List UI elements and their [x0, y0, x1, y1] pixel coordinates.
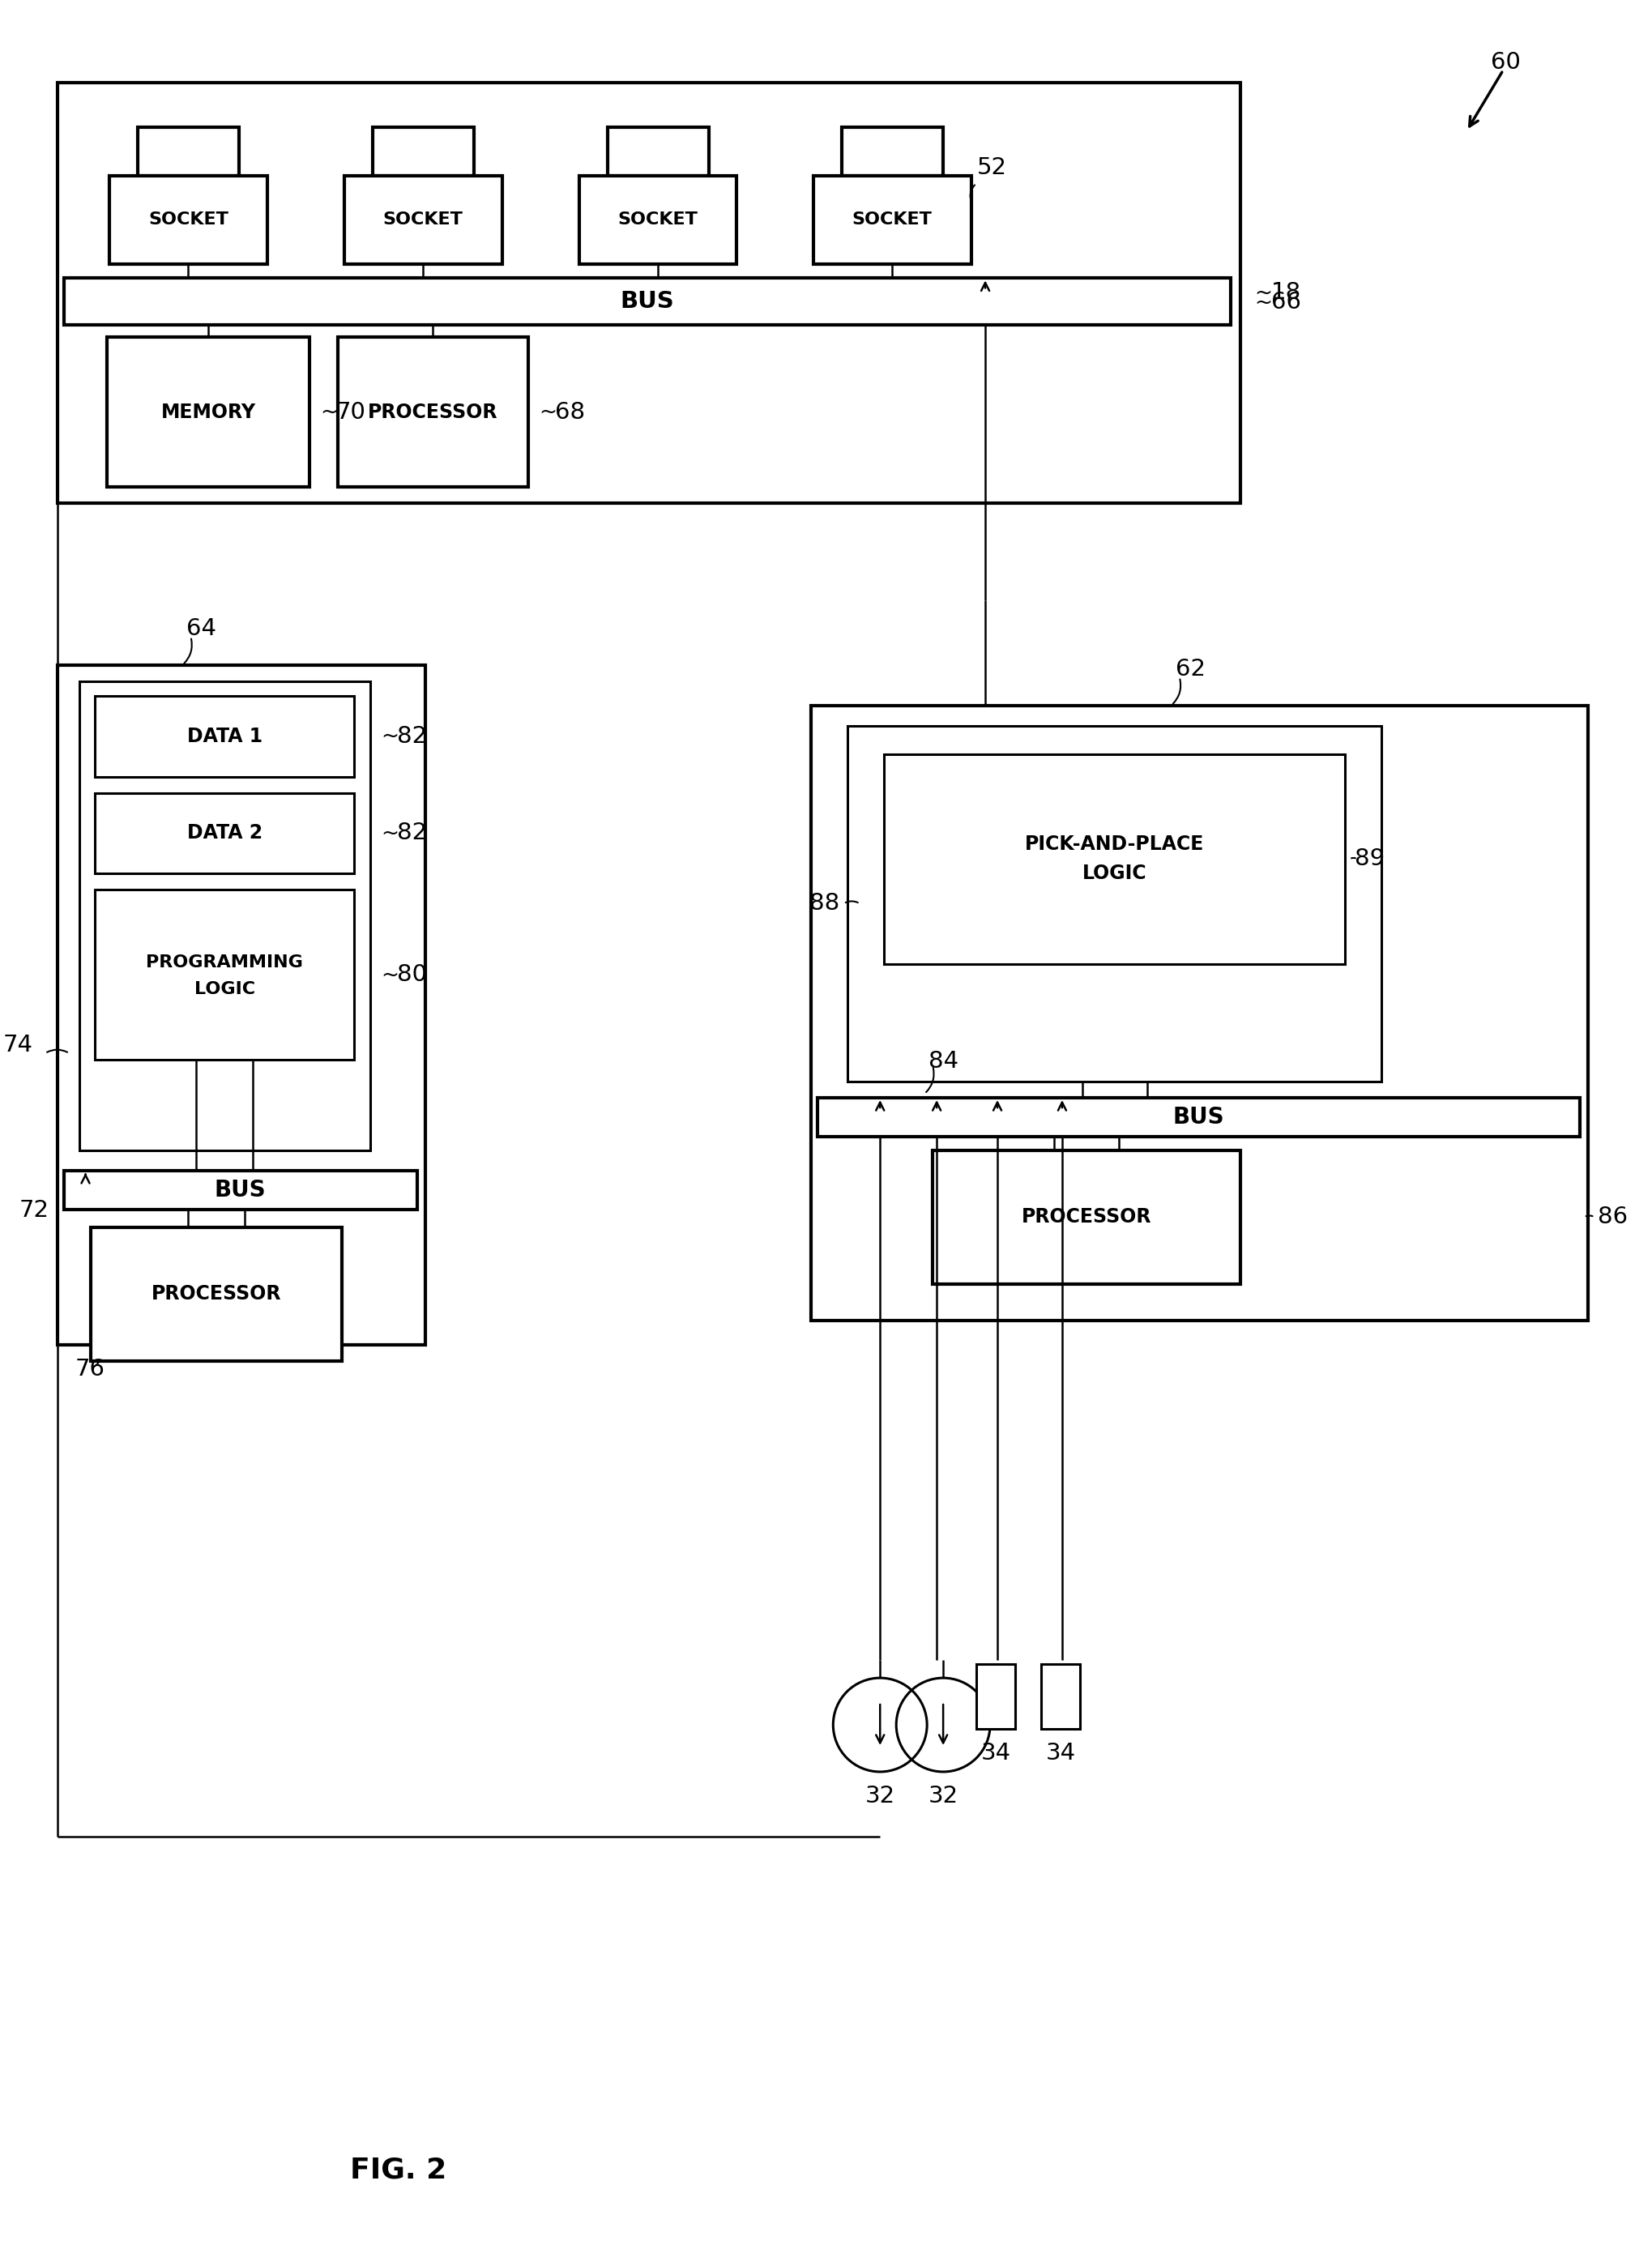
Bar: [932, 1151, 1239, 1284]
Text: 74: 74: [3, 1035, 33, 1057]
Bar: [107, 337, 309, 488]
Text: PICK-AND-PLACE: PICK-AND-PLACE: [1024, 834, 1204, 855]
Text: 68: 68: [555, 400, 585, 423]
Bar: [109, 175, 268, 265]
Bar: [58, 83, 1239, 504]
Bar: [841, 126, 943, 175]
Text: 84: 84: [928, 1050, 958, 1073]
Text: LOGIC: LOGIC: [1082, 864, 1146, 884]
Text: ~: ~: [539, 403, 557, 423]
Bar: [344, 175, 502, 265]
Text: 86: 86: [1597, 1205, 1627, 1228]
Text: 88: 88: [809, 893, 839, 915]
Text: BUS: BUS: [215, 1178, 266, 1201]
Text: 80: 80: [396, 963, 426, 985]
Text: SOCKET: SOCKET: [383, 211, 463, 227]
Text: ~: ~: [380, 823, 398, 843]
Bar: [606, 126, 709, 175]
Text: 66: 66: [1270, 290, 1300, 315]
Text: PROGRAMMING: PROGRAMMING: [145, 954, 302, 972]
Bar: [1041, 1664, 1079, 1729]
Bar: [813, 175, 971, 265]
Bar: [64, 1172, 416, 1210]
Text: ~: ~: [380, 726, 398, 747]
Text: 60: 60: [1490, 52, 1520, 74]
Bar: [64, 279, 1229, 326]
Text: 32: 32: [928, 1786, 958, 1808]
Text: 18: 18: [1270, 281, 1300, 304]
Text: 70: 70: [335, 400, 367, 423]
Text: 89: 89: [1355, 848, 1384, 870]
Bar: [373, 126, 474, 175]
Text: 34: 34: [1046, 1741, 1075, 1765]
Text: ~: ~: [320, 403, 337, 423]
Text: 72: 72: [20, 1199, 50, 1221]
Bar: [818, 1098, 1579, 1136]
Text: 32: 32: [864, 1786, 895, 1808]
Text: SOCKET: SOCKET: [852, 211, 932, 227]
Text: 64: 64: [187, 616, 216, 641]
Text: ~: ~: [1254, 281, 1272, 304]
Text: ~: ~: [380, 965, 398, 985]
Bar: [79, 681, 370, 1151]
Text: 76: 76: [74, 1358, 104, 1381]
Text: 34: 34: [980, 1741, 1011, 1765]
Text: DATA 1: DATA 1: [187, 726, 263, 747]
Text: PROCESSOR: PROCESSOR: [1021, 1208, 1151, 1228]
Bar: [337, 337, 529, 488]
Bar: [811, 706, 1588, 1320]
Bar: [976, 1664, 1014, 1729]
Bar: [884, 753, 1345, 965]
Bar: [96, 792, 354, 873]
Bar: [96, 891, 354, 1059]
Bar: [58, 666, 425, 1345]
Text: FIG. 2: FIG. 2: [350, 2157, 446, 2184]
Text: SOCKET: SOCKET: [149, 211, 228, 227]
Text: SOCKET: SOCKET: [618, 211, 697, 227]
Text: PROCESSOR: PROCESSOR: [152, 1284, 281, 1304]
Text: MEMORY: MEMORY: [160, 403, 256, 423]
Bar: [578, 175, 737, 265]
Text: BUS: BUS: [620, 290, 674, 313]
Text: 62: 62: [1175, 657, 1204, 679]
Text: ~: ~: [1254, 292, 1272, 313]
Text: LOGIC: LOGIC: [195, 981, 254, 999]
Text: BUS: BUS: [1173, 1107, 1224, 1129]
Bar: [96, 695, 354, 776]
Text: 82: 82: [396, 821, 426, 846]
Text: DATA 2: DATA 2: [187, 823, 263, 843]
Text: PROCESSOR: PROCESSOR: [368, 403, 497, 423]
Bar: [139, 126, 240, 175]
Bar: [91, 1228, 342, 1361]
Bar: [847, 726, 1381, 1082]
Text: 52: 52: [976, 155, 1006, 178]
Text: 82: 82: [396, 724, 426, 747]
